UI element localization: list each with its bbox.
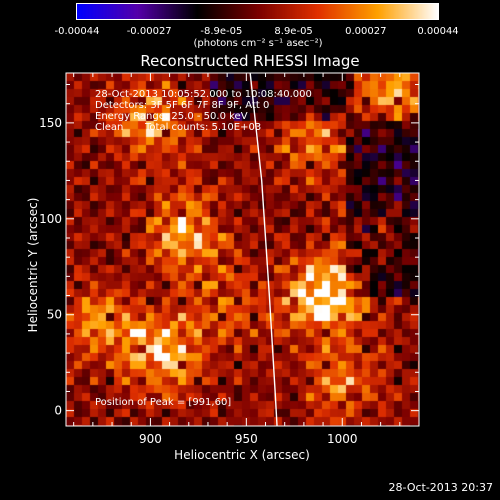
colorbar-unit-label: (photons cm⁻² s⁻¹ asec⁻²) — [193, 38, 323, 49]
annotation-energy: Energy Range: 25.0 - 50.0 keV — [95, 111, 248, 122]
annotation-detectors: Detectors: 3F 5F 6F 7F 8F 9F, Att 0 — [95, 100, 270, 111]
colorbar-tick-label: -0.00027 — [126, 26, 172, 37]
y-tick-label: 0 — [54, 404, 62, 418]
timestamp: 28-Oct-2013 20:37 — [388, 481, 493, 494]
annotation-peak-position: Position of Peak = [991,60] — [95, 397, 232, 408]
colorbar-tick-label: -0.00044 — [54, 26, 100, 37]
axes: 900 950 1000 0 50 100 150 — [39, 73, 420, 446]
colorbar — [76, 3, 439, 20]
x-tick-label: 900 — [139, 432, 162, 446]
solar-limb-line — [249, 73, 278, 426]
y-tick-label: 50 — [47, 308, 62, 322]
chart-title: Reconstructed RHESSI Image — [140, 52, 360, 70]
x-tick-label: 950 — [235, 432, 258, 446]
colorbar-tick-label: 0.00027 — [345, 26, 387, 37]
colorbar-tick-label: -8.9e-05 — [200, 26, 243, 37]
y-tick-label: 100 — [39, 212, 62, 226]
y-tick-label: 150 — [39, 116, 62, 130]
annotation-clean: Clean — [95, 122, 124, 133]
x-axis-label: Heliocentric X (arcsec) — [174, 448, 310, 462]
annotation-total-counts: Total counts: 5.10E+03 — [145, 122, 262, 133]
x-tick-label: 1000 — [327, 432, 358, 446]
y-axis-label: Heliocentric Y (arcsec) — [26, 197, 40, 333]
colorbar-tick-label: 0.00044 — [417, 26, 459, 37]
plot-frame — [65, 72, 420, 427]
colorbar-tick-label: 8.9e-05 — [274, 26, 313, 37]
annotation-time-range: 28-Oct-2013 10:05:52.000 to 10:08:40.000 — [95, 89, 312, 100]
